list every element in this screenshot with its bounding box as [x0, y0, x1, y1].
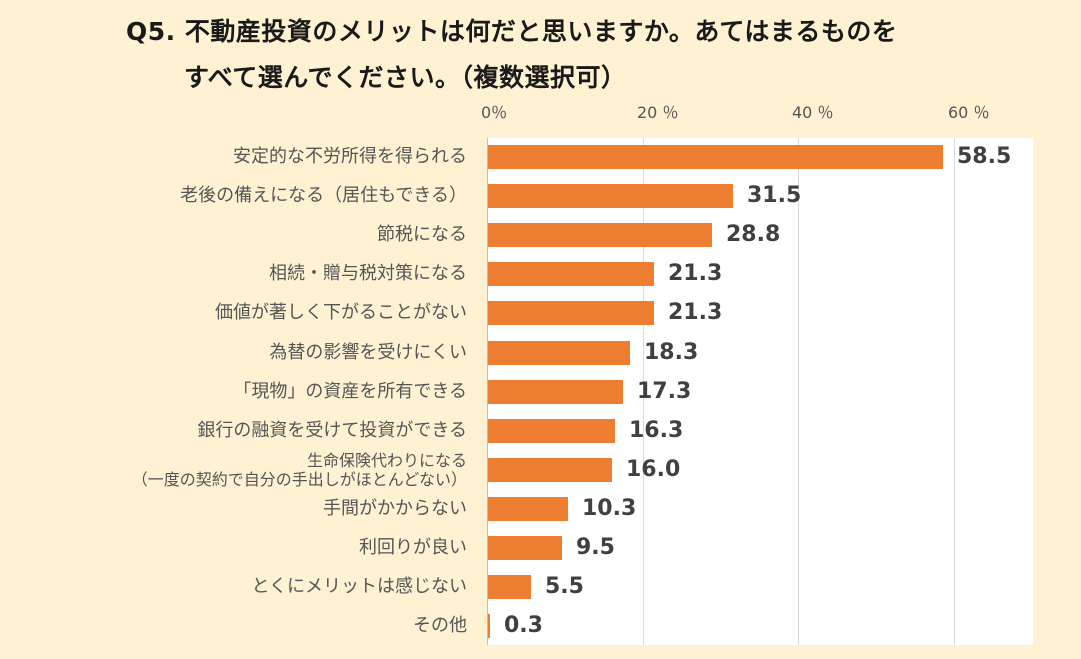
bar: [488, 536, 562, 560]
data-label: 18.3: [644, 340, 699, 365]
bar: [488, 262, 654, 286]
category-label: その他: [413, 615, 467, 636]
bar: [488, 380, 623, 404]
category-label: とくにメリットは感じない: [251, 576, 467, 597]
bar: [488, 145, 943, 169]
bar: [488, 184, 733, 208]
category-label: 老後の備えになる（居住もできる）: [180, 185, 467, 206]
data-label: 0.3: [504, 613, 543, 638]
bar: [488, 575, 531, 599]
gridline-20: [643, 138, 644, 645]
category-label: 銀行の融資を受けて投資ができる: [197, 420, 467, 441]
data-label: 21.3: [668, 261, 723, 286]
bar: [488, 301, 654, 325]
bar: [488, 223, 712, 247]
category-label: 生命保険代わりになる （一度の契約で自分の手出しがほとんどない）: [131, 451, 467, 489]
category-label: 安定的な不労所得を得られる: [233, 146, 467, 167]
data-label: 10.3: [582, 496, 637, 521]
data-label: 5.5: [545, 574, 584, 599]
x-tick-label: 0％: [481, 103, 508, 122]
data-label: 58.5: [957, 144, 1012, 169]
bar: [488, 614, 490, 638]
data-label: 31.5: [747, 183, 802, 208]
bar: [488, 497, 568, 521]
gridline-40: [798, 138, 799, 645]
data-label: 16.0: [626, 457, 681, 482]
category-label: 節税になる: [377, 224, 467, 245]
x-tick-label: 40 ％: [792, 103, 834, 122]
data-label: 21.3: [668, 300, 723, 325]
category-label: 手間がかからない: [323, 498, 467, 519]
data-label: 16.3: [629, 418, 684, 443]
category-label: 価値が著しく下がることがない: [215, 302, 467, 323]
bar: [488, 458, 612, 482]
chart-title-line2: すべて選んでください。（複数選択可）: [184, 63, 627, 92]
bar: [488, 341, 630, 365]
data-label: 28.8: [726, 222, 781, 247]
category-label: 為替の影響を受けにくい: [269, 342, 467, 363]
data-label: 9.5: [576, 535, 615, 560]
category-label: 「現物」の資産を所有できる: [233, 381, 467, 402]
bar: [488, 419, 615, 443]
category-label: 利回りが良い: [359, 537, 467, 558]
category-label: 相続・贈与税対策になる: [269, 263, 467, 284]
y-axis-line: [487, 138, 488, 645]
x-tick-label: 20 ％: [637, 103, 679, 122]
chart-title-line1: Q5. 不動産投資のメリットは何だと思いますか。あてはまるものを: [126, 17, 898, 46]
x-tick-label: 60 ％: [948, 103, 990, 122]
data-label: 17.3: [637, 379, 692, 404]
gridline-60: [954, 138, 955, 645]
